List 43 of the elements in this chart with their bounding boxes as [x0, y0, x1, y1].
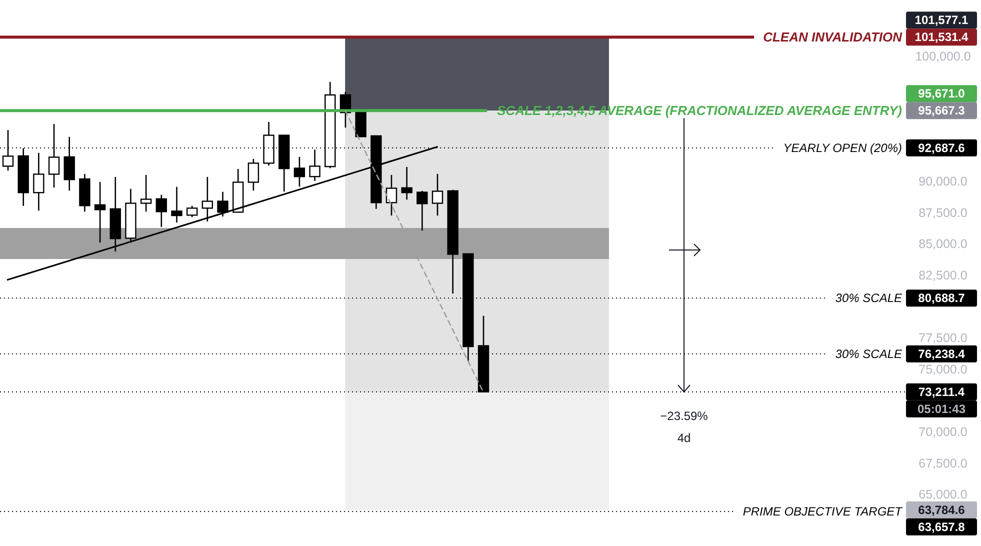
text: 76,238.4: [918, 346, 966, 361]
y-tick-label: 65,000.0: [918, 488, 968, 502]
text: 95,671.0: [918, 86, 966, 101]
candlestick: [156, 194, 167, 228]
candlestick: [94, 181, 106, 244]
text: 73,211.4: [918, 384, 965, 399]
annotation: −23.59%: [660, 409, 708, 423]
candlestick: [386, 174, 398, 216]
candlestick: [309, 149, 320, 182]
candlestick: [294, 156, 306, 188]
candlestick: [248, 158, 260, 192]
candlestick: [140, 174, 152, 212]
text: 80,688.7: [918, 291, 966, 306]
text: 101,531.4: [914, 30, 969, 44]
y-tick-label: 82,500.0: [918, 268, 968, 283]
text: 63,657.8: [918, 520, 966, 534]
ref-line-label: PRIME OBJECTIVE TARGET: [742, 504, 904, 518]
text: 92,687.6: [918, 140, 966, 155]
ref-line-label: 30% SCALE: [835, 346, 903, 361]
y-tick-label: 90,000.0: [918, 174, 968, 189]
y-tick-label: 77,500.0: [918, 331, 968, 346]
candlestick: [217, 191, 228, 218]
annotation: 4d: [677, 431, 691, 445]
candlestick: [416, 190, 428, 232]
y-tick-label: 70,000.0: [918, 425, 968, 440]
candlestick: [171, 186, 182, 224]
candlestick: [33, 152, 44, 212]
text: 101,577.1: [914, 13, 969, 28]
text: 95,667.3: [918, 104, 966, 118]
ref-line-label: YEARLY OPEN (20%): [783, 140, 902, 155]
ref-line-label: CLEAN INVALIDATION: [763, 30, 903, 45]
candlestick: [401, 166, 412, 200]
ref-line-label: 30% SCALE: [835, 291, 903, 306]
candlestick: [432, 173, 444, 216]
text: 63,784.6: [918, 502, 966, 517]
candlestick: [202, 176, 214, 222]
candlestick: [186, 205, 198, 218]
y-tick-label: 85,000.0: [918, 237, 968, 252]
y-tick-label: 100,000.0: [915, 49, 971, 64]
y-tick-label: 87,500.0: [918, 206, 968, 220]
y-tick-label: 67,500.0: [918, 456, 968, 470]
text: 05:01:43: [917, 402, 966, 416]
y-tick-label: 75,000.0: [918, 362, 968, 376]
